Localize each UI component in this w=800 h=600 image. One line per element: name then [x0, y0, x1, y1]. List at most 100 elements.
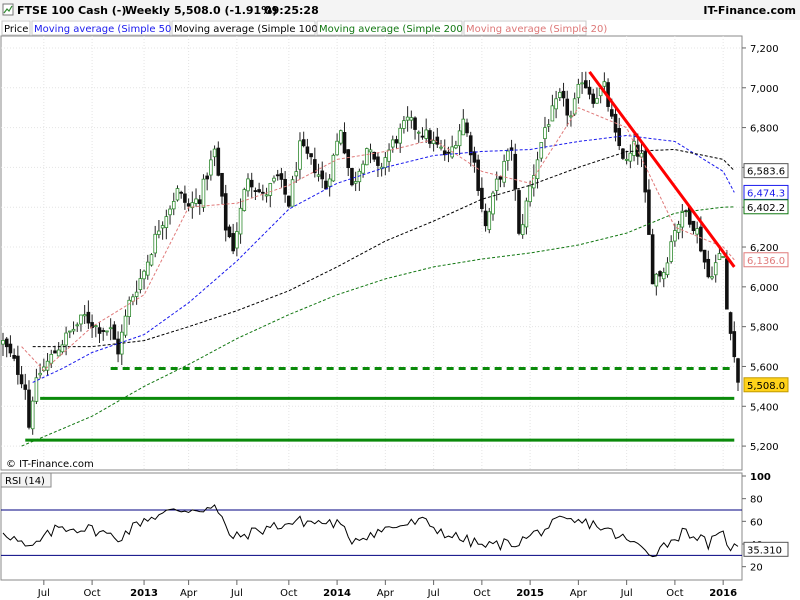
- candle-body: [261, 191, 265, 194]
- candle-body: [643, 151, 647, 193]
- candle-body: [164, 216, 169, 228]
- candle-body: [134, 291, 139, 297]
- candle-body: [513, 153, 518, 190]
- last-price-box: [743, 377, 789, 393]
- candle-body: [650, 234, 655, 285]
- candle-body: [487, 211, 492, 230]
- candle-body: [480, 187, 484, 209]
- candle-body: [4, 338, 9, 348]
- candle-body: [394, 139, 399, 144]
- y-tick-label: 6,800: [750, 124, 779, 135]
- rsi-plot-area: [0, 472, 743, 581]
- candle-body: [420, 135, 425, 138]
- legend-item: Moving average (Simple 200): [319, 24, 467, 35]
- candle-body: [491, 192, 495, 215]
- candle-body: [710, 276, 714, 279]
- candle-body: [220, 172, 224, 197]
- candle-body: [717, 253, 722, 261]
- candle-body: [439, 146, 443, 149]
- y-tick-label: 6,000: [750, 283, 779, 294]
- candle-body: [253, 190, 258, 192]
- watermark: © IT-Finance.com: [6, 459, 94, 470]
- candle-body: [402, 120, 406, 129]
- candle-body: [617, 128, 622, 147]
- candle-body: [602, 81, 607, 87]
- candle-body: [454, 145, 458, 149]
- ma-value-label: 6,136.0: [747, 256, 785, 267]
- candle-body: [472, 151, 477, 163]
- candle-body: [628, 152, 633, 162]
- candle-body: [398, 127, 402, 144]
- candle-body: [591, 93, 596, 104]
- candle-body: [691, 220, 696, 232]
- candle-body: [706, 258, 711, 278]
- candle-body: [576, 83, 581, 99]
- candle-body: [38, 372, 42, 376]
- rsi-tick-label: 20: [750, 563, 763, 574]
- ma200-line: [21, 206, 735, 447]
- candle-body: [595, 98, 599, 104]
- candle-body: [558, 91, 562, 98]
- candle-body: [45, 360, 50, 371]
- instrument-name: FTSE 100 Cash (-): [17, 4, 126, 17]
- legend-box: [171, 20, 316, 36]
- candle-body: [442, 150, 447, 156]
- candle-body: [587, 86, 592, 95]
- candle-body: [342, 132, 347, 154]
- x-tick-label: Oct: [83, 588, 100, 599]
- candle-body: [101, 330, 106, 332]
- candle-body: [227, 226, 232, 238]
- candle-body: [665, 262, 670, 276]
- ma-value-label: 6,402.2: [747, 203, 785, 214]
- candle-body: [27, 389, 31, 428]
- candle-body: [405, 116, 410, 121]
- candle-body: [290, 179, 295, 207]
- candle-body: [424, 129, 428, 139]
- chart-logo-icon: [2, 3, 14, 16]
- candle-body: [194, 198, 198, 204]
- candle-body: [197, 199, 202, 205]
- candle-body: [621, 148, 625, 159]
- candle-body: [301, 139, 306, 147]
- last-price-label: 5,508.0 (-1.91%): [174, 4, 277, 17]
- candle-body: [647, 189, 651, 235]
- candle-body: [409, 117, 414, 121]
- candle-body: [335, 140, 339, 156]
- candle-body: [353, 181, 358, 184]
- candle-body: [346, 149, 351, 169]
- candle-body: [68, 330, 72, 333]
- x-tick-label: Jul: [620, 588, 633, 599]
- rsi-label-box: [0, 472, 52, 488]
- moving-averages: [21, 107, 735, 447]
- candle-body: [331, 154, 336, 182]
- candle-body: [223, 193, 228, 231]
- candle-body: [97, 327, 102, 334]
- candle-body: [699, 226, 703, 252]
- candle-body: [506, 150, 510, 161]
- candle-body: [446, 151, 451, 154]
- candle-body: [75, 324, 80, 327]
- candle-body: [145, 261, 150, 276]
- candle-body: [127, 299, 132, 318]
- candle-body: [565, 98, 570, 116]
- ma-value-label: 6,474.3: [747, 188, 785, 199]
- y-tick-label: 5,200: [750, 442, 779, 453]
- candle-body: [721, 256, 725, 258]
- candle-body: [732, 331, 737, 358]
- candle-body: [431, 140, 436, 144]
- candle-body: [639, 152, 644, 158]
- brand-label: IT-Finance.com: [703, 4, 796, 17]
- candle-body: [361, 163, 365, 174]
- x-tick-label: Oct: [473, 588, 490, 599]
- candle-body: [728, 312, 733, 334]
- x-tick-label: 2016: [709, 588, 737, 599]
- ma100-line: [32, 148, 735, 348]
- y-tick-label: 7,000: [750, 84, 779, 95]
- candle-body: [242, 189, 247, 211]
- candle-body: [483, 210, 488, 227]
- downtrend-line: [588, 70, 736, 268]
- legend-box: [316, 20, 463, 36]
- candle-body: [279, 173, 284, 180]
- candle-body: [94, 325, 98, 328]
- candle-body: [539, 142, 544, 159]
